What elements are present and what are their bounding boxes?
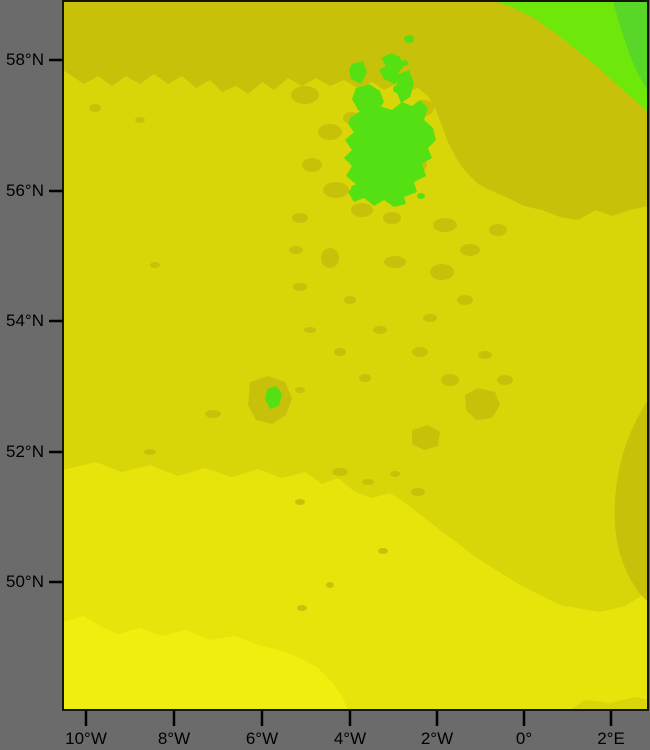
map-plot-area bbox=[63, 1, 648, 710]
lon-tick-label-2w: 2°W bbox=[420, 729, 454, 748]
lat-tick-label-58n: 58°N bbox=[6, 50, 44, 69]
lat-tick-label-54n: 54°N bbox=[6, 311, 44, 330]
band-olive-right-tongue bbox=[614, 400, 648, 602]
lon-tick-label-6w: 6°W bbox=[245, 729, 279, 748]
lat-tick-label-50n: 50°N bbox=[6, 572, 44, 591]
lon-tick-label-8w: 8°W bbox=[157, 729, 191, 748]
lon-tick-label-2e: 2°E bbox=[597, 729, 625, 748]
bottom-right-mid-sliver bbox=[570, 697, 648, 710]
lon-tick-label-10w: 10°W bbox=[65, 729, 107, 748]
band-yellow-brightest bbox=[63, 616, 348, 710]
lon-tick-label-0: 0° bbox=[515, 729, 533, 748]
lat-tick-label-56n: 56°N bbox=[6, 181, 44, 200]
green-northeast-wedge bbox=[494, 1, 648, 112]
longitude-ticks bbox=[84, 711, 613, 726]
lat-tick-label-52n: 52°N bbox=[6, 442, 44, 461]
map-frame bbox=[62, 0, 649, 711]
green-northeast-corner bbox=[613, 1, 648, 92]
latitude-ticks bbox=[49, 58, 63, 584]
lon-tick-label-4w: 4°W bbox=[333, 729, 367, 748]
band-olive-north bbox=[63, 1, 648, 220]
green-irish-patch bbox=[265, 386, 282, 409]
green-highlands-patches bbox=[344, 35, 436, 207]
